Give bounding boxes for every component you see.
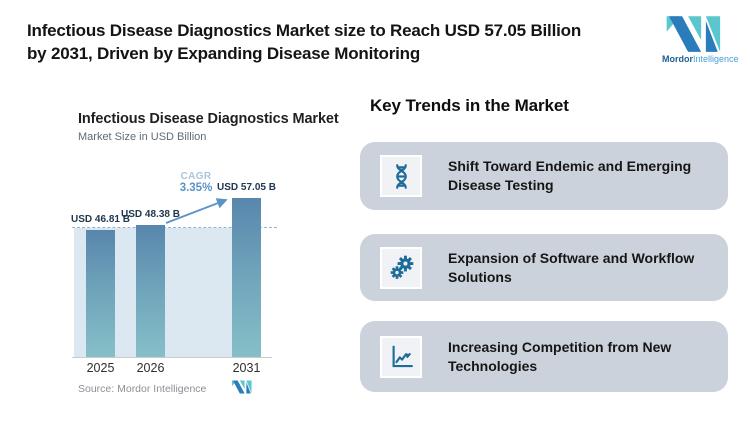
x-tick-2026: 2026 bbox=[136, 361, 165, 375]
x-tick-2031: 2031 bbox=[232, 361, 261, 375]
dashed-reference-line bbox=[72, 227, 277, 228]
trend-icon-box bbox=[380, 246, 422, 289]
x-tick-2025: 2025 bbox=[86, 361, 115, 375]
trend-card-new-technologies: Increasing Competition from New Technolo… bbox=[360, 321, 728, 392]
trend-card-endemic-testing: Shift Toward Endemic and Emerging Diseas… bbox=[360, 142, 728, 210]
trend-card-title: Expansion of Software and Workflow Solut… bbox=[448, 249, 695, 285]
trend-card-software-expansion: Expansion of Software and Workflow Solut… bbox=[360, 234, 728, 301]
bar-value-label-2026: USD 48.38 B bbox=[121, 209, 180, 220]
cagr-label: CAGR bbox=[180, 171, 212, 182]
cagr-growth-arrow-icon bbox=[165, 198, 228, 224]
page-title: Infectious Disease Diagnostics Market si… bbox=[27, 19, 667, 65]
page-title-line2: by 2031, Driven by Expanding Disease Mon… bbox=[27, 44, 421, 63]
bar-value-label-2025: USD 46.81 B bbox=[71, 214, 130, 225]
chart-subtitle: Market Size in USD Billion bbox=[78, 131, 207, 143]
trends-heading: Key Trends in the Market bbox=[370, 96, 569, 115]
trend-card-title: Shift Toward Endemic and Emerging Diseas… bbox=[448, 158, 692, 193]
mordor-logo-small-icon bbox=[232, 380, 252, 394]
line-chart-icon bbox=[392, 345, 413, 368]
bar-value-label-2031: USD 57.05 B bbox=[217, 182, 276, 193]
source-note: Source: Mordor Intelligence bbox=[78, 383, 207, 395]
trend-card-title: Increasing Competition from New Technolo… bbox=[448, 338, 672, 374]
brand-name: MordorIntelligence bbox=[662, 54, 739, 64]
trend-icon-box bbox=[380, 335, 422, 378]
x-axis-line bbox=[72, 357, 272, 358]
gears-icon bbox=[390, 255, 413, 279]
brand-name-bold: Mordor bbox=[662, 54, 693, 64]
dna-icon bbox=[395, 163, 407, 189]
page-title-line1: Infectious Disease Diagnostics Market si… bbox=[27, 21, 581, 40]
brand-logo: MordorIntelligence bbox=[662, 15, 739, 64]
bar-2031 bbox=[232, 198, 261, 357]
brand-name-light: Intelligence bbox=[693, 54, 739, 64]
cagr-value: 3.35% bbox=[179, 182, 213, 194]
cagr-annotation: CAGR 3.35% bbox=[166, 171, 226, 194]
chart-title: Infectious Disease Diagnostics Market bbox=[78, 111, 339, 127]
mordor-logo-icon bbox=[666, 16, 721, 52]
bar-2025 bbox=[86, 230, 115, 357]
bar-2026 bbox=[136, 225, 165, 357]
trend-icon-box bbox=[380, 155, 422, 197]
